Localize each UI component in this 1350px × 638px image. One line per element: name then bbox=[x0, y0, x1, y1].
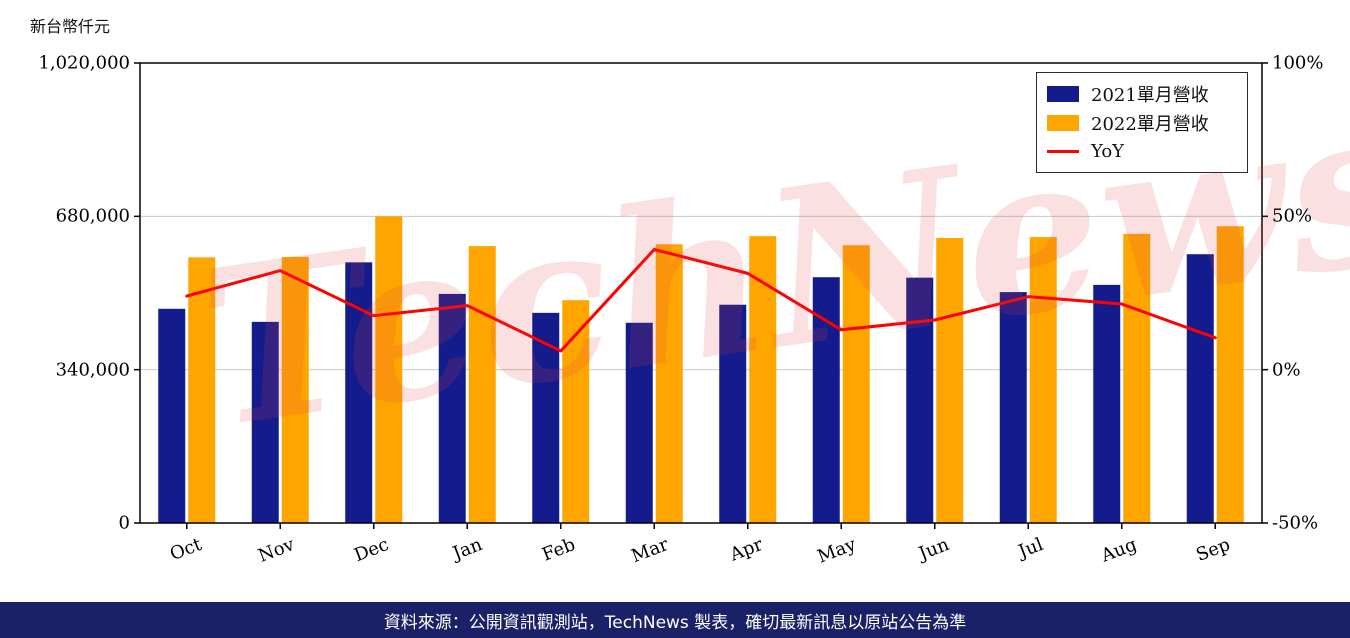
bar-2021-Jan bbox=[438, 293, 466, 523]
legend-label-2021: 2021單月營收 bbox=[1091, 84, 1209, 106]
bar-2022-Apr bbox=[749, 236, 777, 524]
bar-2021-Jun bbox=[906, 277, 934, 523]
y-axis-unit-label: 新台幣仟元 bbox=[30, 17, 111, 36]
left-axis-tick-label: 340,000 bbox=[55, 359, 130, 381]
footer-text: 資料來源：公開資訊觀測站，TechNews 製表，確切最新訊息以原站公告為準 bbox=[383, 612, 967, 633]
legend-label-2022: 2022單月營收 bbox=[1091, 113, 1209, 135]
bar-2021-May bbox=[812, 277, 840, 523]
bar-2021-Mar bbox=[625, 322, 653, 523]
bar-2021-Oct bbox=[158, 308, 186, 523]
footer-bar: 資料來源：公開資訊觀測站，TechNews 製表，確切最新訊息以原站公告為準 bbox=[0, 602, 1350, 638]
legend-swatch-2022 bbox=[1047, 114, 1079, 131]
bar-2022-Mar bbox=[655, 244, 683, 523]
legend: 2021單月營收 2022單月營收 YoY bbox=[1036, 72, 1248, 173]
yoy-line bbox=[185, 247, 1217, 353]
bar-2022-Jan bbox=[468, 246, 496, 524]
bar-2021-Sep bbox=[1186, 254, 1214, 523]
legend-swatch-2021 bbox=[1047, 85, 1079, 102]
plot-border bbox=[139, 62, 1263, 524]
right-axis-tick-label: 0% bbox=[1272, 359, 1301, 381]
left-axis-tick-label: 0 bbox=[118, 512, 130, 534]
bar-2022-Jun bbox=[936, 237, 964, 523]
bar-2022-May bbox=[842, 245, 870, 523]
bar-2022-Feb bbox=[562, 300, 590, 523]
bar-2021-Nov bbox=[251, 321, 279, 523]
right-axis-tick-label: 100% bbox=[1272, 52, 1324, 74]
bar-2022-Oct bbox=[188, 257, 216, 523]
bar-2021-Apr bbox=[719, 304, 747, 523]
bar-2022-Jul bbox=[1029, 237, 1057, 523]
legend-item-2022: 2022單月營收 bbox=[1047, 108, 1237, 137]
legend-swatch-yoy-line bbox=[1047, 150, 1079, 153]
legend-item-yoy: YoY bbox=[1047, 137, 1237, 166]
bar-2021-Aug bbox=[1093, 284, 1121, 523]
bar-2022-Nov bbox=[281, 256, 309, 523]
bar-2021-Jul bbox=[999, 292, 1027, 523]
legend-item-2021: 2021單月營收 bbox=[1047, 79, 1237, 108]
bar-2022-Sep bbox=[1216, 226, 1244, 524]
right-axis-tick-label: 50% bbox=[1272, 205, 1313, 227]
left-axis-tick-label: 1,020,000 bbox=[38, 52, 130, 74]
bar-2022-Aug bbox=[1123, 233, 1151, 523]
left-axis-tick-label: 680,000 bbox=[55, 205, 130, 227]
bar-2021-Dec bbox=[345, 262, 373, 523]
bar-2022-Dec bbox=[375, 216, 403, 524]
legend-label-yoy: YoY bbox=[1091, 141, 1125, 162]
right-axis-tick-label: -50% bbox=[1272, 512, 1319, 534]
